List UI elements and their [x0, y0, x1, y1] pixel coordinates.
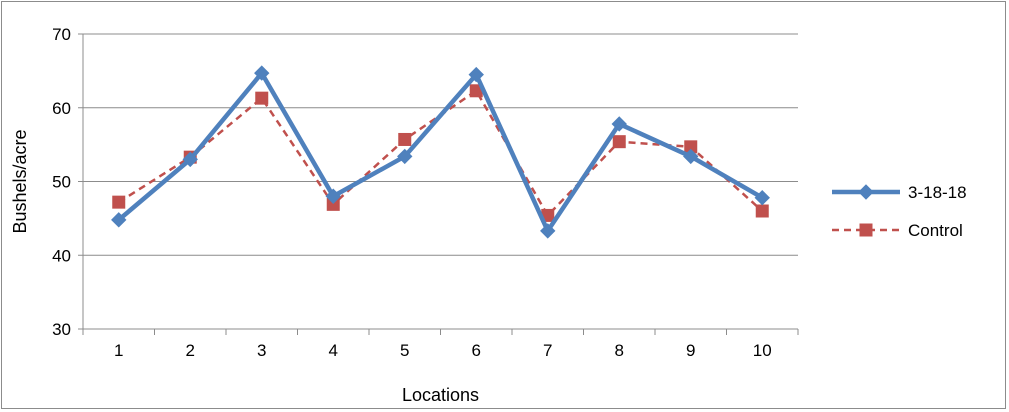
- x-tick-label: 3: [257, 341, 266, 360]
- series-3-18-18: [111, 65, 770, 239]
- y-axis-title: Bushels/acre: [10, 129, 30, 233]
- series-line-control: [118, 89, 764, 217]
- y-tick-label: 60: [52, 99, 71, 118]
- x-tick-labels: 1 2 3 4 5 6 7 8 9 10: [114, 341, 772, 360]
- y-tick-label: 30: [52, 320, 71, 339]
- data-point-control: [112, 195, 126, 209]
- data-point-3-18-18: [683, 148, 699, 165]
- legend-label-3-18-18: 3-18-18: [908, 183, 967, 202]
- y-tick-label: 40: [52, 246, 71, 265]
- legend-marker-control: [859, 223, 873, 237]
- x-tick-label: 9: [686, 341, 695, 360]
- data-point-3-18-18: [611, 116, 627, 132]
- x-axis-title: Locations: [402, 385, 479, 405]
- x-tick-label: 8: [615, 341, 624, 360]
- data-point-3-18-18: [397, 148, 413, 165]
- data-point-3-18-18: [182, 151, 198, 168]
- data-point-control: [612, 135, 626, 149]
- y-tick-label: 50: [52, 173, 71, 192]
- legend: 3-18-18 Control: [832, 183, 967, 240]
- x-tick-label: 4: [329, 341, 338, 360]
- legend-item-3-18-18: 3-18-18: [832, 183, 967, 202]
- x-tick-label: 10: [753, 341, 772, 360]
- data-point-control: [255, 91, 269, 105]
- grid-lines: [78, 33, 799, 335]
- x-tick-label: 2: [186, 341, 195, 360]
- data-point-3-18-18: [468, 66, 484, 83]
- legend-marker-3-18-18: [858, 184, 874, 200]
- series-control: [112, 84, 769, 222]
- data-point-control: [755, 204, 769, 218]
- y-tick-labels: 30 40 50 60 70: [52, 25, 71, 339]
- y-tick-label: 70: [52, 25, 71, 44]
- data-point-3-18-18: [254, 65, 270, 81]
- data-point-3-18-18: [325, 188, 341, 204]
- series-layer: [111, 65, 770, 239]
- x-tick-label: 6: [472, 341, 481, 360]
- axes: [82, 34, 798, 330]
- series-line-3-18-18: [117, 70, 764, 234]
- data-point-3-18-18: [754, 190, 770, 206]
- x-tick-label: 1: [114, 341, 123, 360]
- legend-label-control: Control: [908, 221, 963, 240]
- data-point-control: [398, 132, 412, 146]
- data-point-3-18-18: [111, 212, 127, 228]
- data-point-3-18-18: [540, 223, 556, 239]
- x-tick-label: 5: [400, 341, 409, 360]
- legend-item-control: Control: [832, 221, 963, 240]
- x-tick-label: 7: [543, 341, 552, 360]
